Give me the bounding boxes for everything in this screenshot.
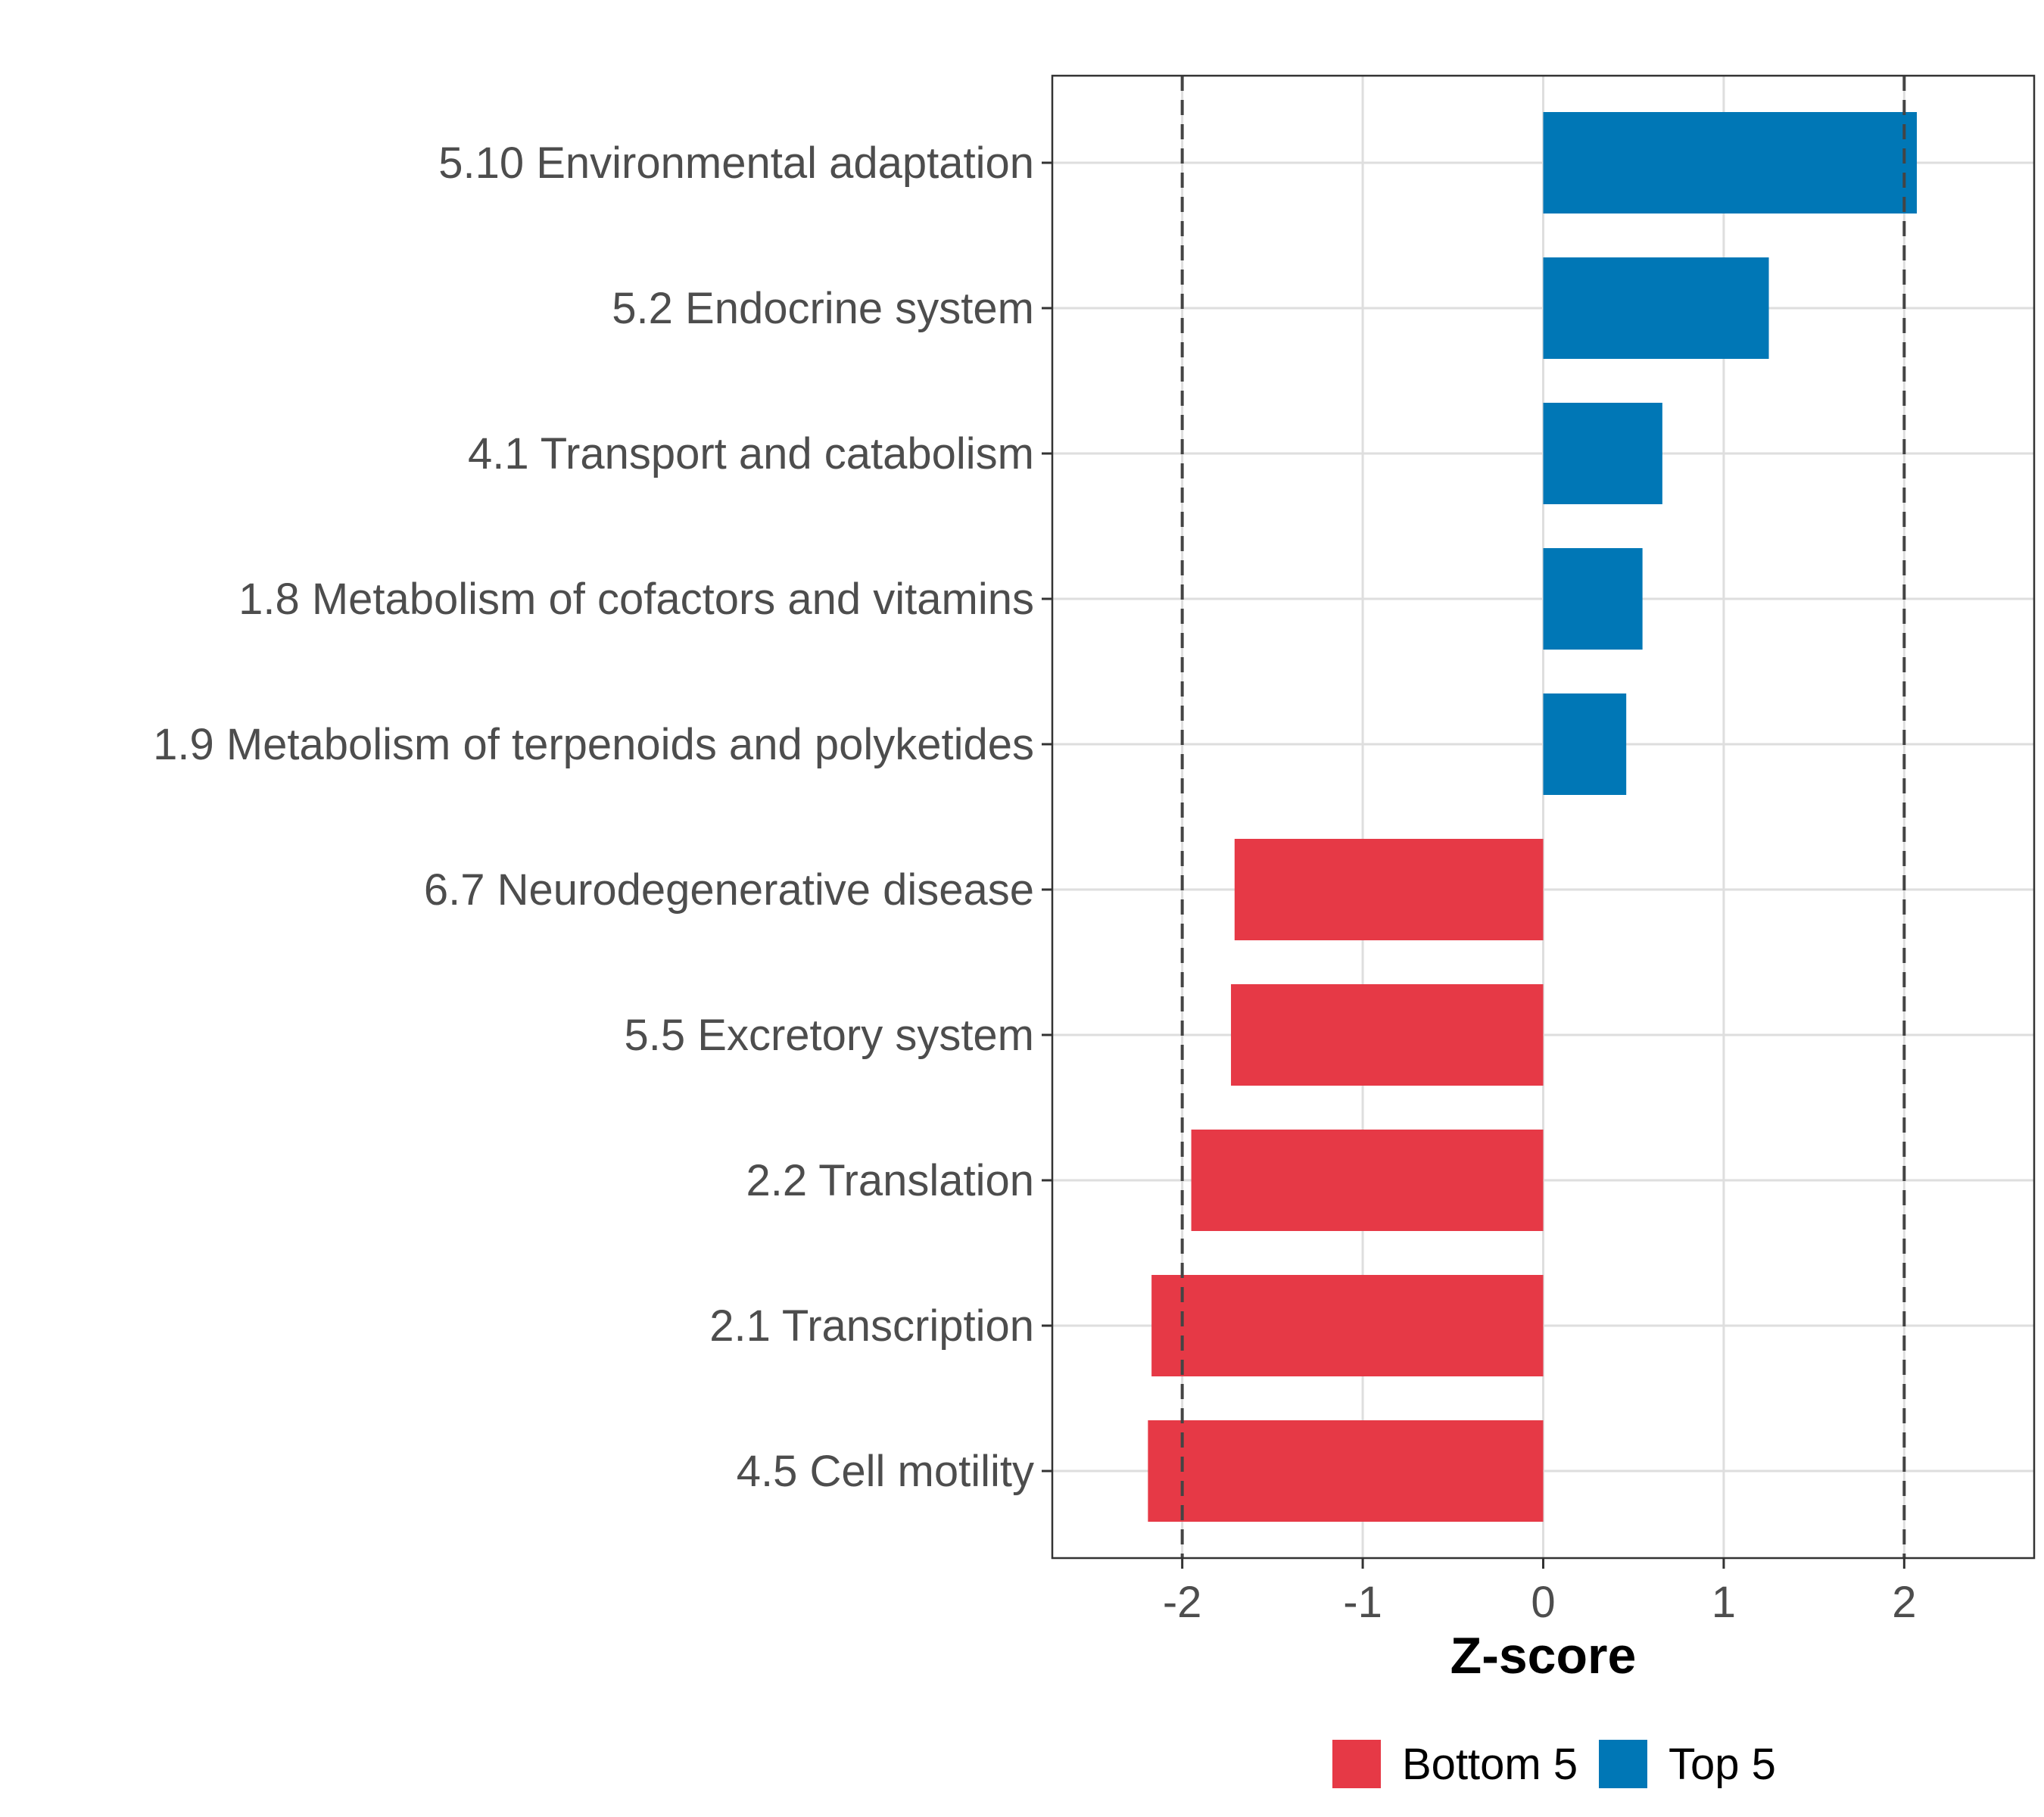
category-label: 4.5 Cell motility [737,1447,1034,1496]
legend-key-top [1599,1740,1647,1788]
legend: Bottom 5 Top 5 [1332,1740,1776,1789]
bar-bottom-9 [1148,1420,1544,1522]
x-tick-label: 2 [1892,1578,1916,1627]
bar-top-3 [1543,548,1643,650]
x-tick-label: 0 [1531,1578,1555,1627]
category-label: 2.2 Translation [746,1156,1034,1205]
category-label: 2.1 Transcription [709,1301,1034,1351]
legend-label: Bottom 5 [1402,1740,1578,1789]
bar-top-2 [1543,403,1662,504]
y-axis-ticks: 5.10 Environmental adaptation 5.2 Endocri… [153,139,1052,1496]
bar-bottom-5 [1234,839,1544,940]
bar-bottom-7 [1191,1130,1544,1231]
x-tick-label: -2 [1163,1578,1202,1627]
x-tick-label: -1 [1343,1578,1382,1627]
x-tick-label: 1 [1712,1578,1736,1627]
category-label: 4.1 Transport and catabolism [468,429,1034,478]
bar-top-4 [1543,693,1627,795]
category-label: 5.5 Excretory system [625,1011,1034,1060]
bar-bottom-8 [1151,1275,1544,1376]
legend-label: Top 5 [1669,1740,1776,1789]
bars [1148,112,1918,1522]
bar-bottom-6 [1231,984,1544,1086]
reference-lines [1180,76,1906,1558]
x-axis-title: Z-score [1450,1627,1637,1685]
category-label: 1.9 Metabolism of terpenoids and polyket… [153,720,1034,769]
x-axis-ticks: -2 -1 0 1 2 [1163,1558,1916,1627]
bar-top-1 [1543,257,1769,359]
legend-key-bottom [1332,1740,1381,1788]
category-label: 6.7 Neurodegenerative disease [424,865,1034,915]
bar-top-0 [1543,112,1918,213]
category-label: 5.2 Endocrine system [612,284,1034,333]
category-label: 1.8 Metabolism of cofactors and vitamins [238,575,1034,624]
category-label: 5.10 Environmental adaptation [438,139,1034,188]
